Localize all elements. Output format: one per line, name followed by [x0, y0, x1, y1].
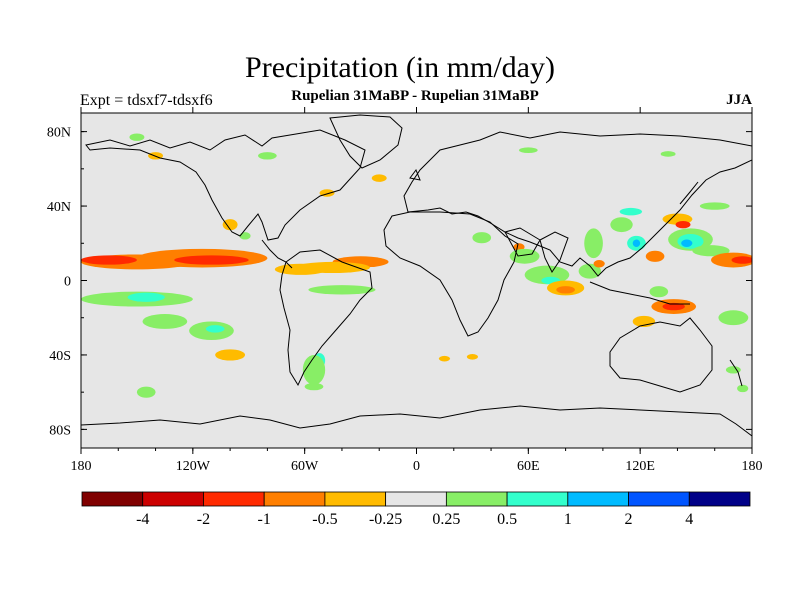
anomaly-region	[472, 232, 492, 244]
y-tick-label: 80N	[47, 126, 71, 141]
x-tick-label: 180	[71, 459, 92, 474]
plot-subtitle: Rupelian 31MaBP - Rupelian 31MaBP	[291, 88, 539, 104]
colorbar-box	[567, 491, 629, 507]
axis-tick-labels: 180 120W 60W 0 60E 120E 180 80N 40N 0 40S 80S	[47, 126, 763, 474]
x-tick-label: 120W	[176, 459, 211, 474]
plot-title: Precipitation (in mm/day)	[245, 51, 555, 84]
colorbar-label: -0.25	[369, 511, 402, 528]
greenland-coast	[329, 114, 403, 169]
british-isles-coast	[409, 168, 421, 181]
anomaly-region	[610, 217, 633, 233]
axis-ticks	[80, 107, 753, 454]
colorbar-label: -0.5	[312, 511, 337, 528]
anomaly-region	[295, 261, 370, 274]
anomaly-region	[578, 263, 602, 279]
anomaly-region	[645, 250, 665, 262]
colorbar-label: 4	[685, 511, 693, 528]
anomaly-region	[519, 147, 538, 154]
anomaly-region	[725, 366, 741, 374]
experiment-label: Expt = tdsxf7-tdsxf6	[80, 92, 213, 109]
anomaly-region	[258, 152, 277, 160]
colorbar-label: 2	[625, 511, 633, 528]
anomaly-layer	[81, 133, 752, 398]
anomaly-region	[632, 239, 641, 247]
north-america-coast	[85, 129, 366, 241]
arabia-coast	[504, 227, 541, 257]
africa-coast	[383, 211, 519, 337]
colorbar-box	[263, 491, 326, 507]
colorbar-label: -1	[258, 511, 271, 528]
colorbar-box	[628, 491, 690, 507]
anomaly-region	[302, 354, 326, 385]
y-tick-label: 40N	[47, 200, 71, 215]
anomaly-region	[649, 286, 669, 298]
anomaly-region	[513, 243, 525, 251]
map-background	[81, 113, 752, 448]
x-tick-label: 60E	[517, 459, 540, 474]
colorbar-box	[506, 491, 569, 507]
anomaly-region	[731, 256, 752, 264]
colorbar-box	[81, 491, 144, 507]
anomaly-region	[215, 349, 246, 361]
anomaly-region	[675, 220, 691, 229]
anomaly-region	[205, 325, 225, 333]
anomaly-region	[136, 386, 156, 398]
indonesia-coast	[589, 281, 690, 305]
new-zealand-coast	[729, 359, 743, 387]
colorbar: -4 -2 -1 -0.5 -0.25 0.25 0.5 1 2 4	[81, 491, 751, 528]
colorbar-box	[445, 491, 508, 507]
south-america-coast	[279, 249, 373, 387]
antarctica-coast	[81, 405, 752, 437]
anomaly-region	[142, 314, 188, 329]
colorbar-label: 0.5	[497, 511, 517, 528]
anomaly-region	[81, 255, 137, 265]
anomaly-region	[239, 232, 251, 240]
anomaly-region	[438, 355, 451, 362]
anomaly-region	[619, 207, 643, 216]
season-label: JJA	[726, 92, 752, 108]
colorbar-label: 0.25	[432, 511, 460, 528]
anomaly-region	[593, 260, 605, 268]
anomaly-region	[371, 174, 387, 182]
anomaly-region	[718, 310, 749, 326]
colorbar-label: -2	[197, 511, 210, 528]
australia-coast	[609, 317, 713, 393]
colorbar-box	[688, 491, 751, 507]
anomaly-region	[509, 248, 540, 264]
coastlines	[81, 114, 752, 437]
anomaly-region	[737, 384, 749, 393]
y-tick-label: 80S	[49, 423, 71, 438]
colorbar-label: 1	[564, 511, 572, 528]
anomaly-region	[129, 133, 145, 141]
colorbar-box	[142, 491, 204, 507]
central-america-coast	[261, 239, 293, 269]
eurasia-coast	[403, 131, 752, 277]
japan-coast	[679, 181, 699, 205]
anomaly-region	[692, 245, 730, 257]
anomaly-region	[681, 239, 693, 247]
x-tick-label: 60W	[291, 459, 319, 474]
anomaly-region	[174, 255, 249, 265]
colorbar-box	[324, 491, 387, 507]
x-tick-label: 120E	[625, 459, 655, 474]
x-tick-label: 0	[413, 459, 420, 474]
anomaly-region	[584, 228, 603, 259]
anomaly-region	[556, 286, 575, 294]
anomaly-region	[222, 219, 238, 231]
anomaly-region	[662, 302, 685, 311]
anomaly-region	[308, 285, 376, 295]
colorbar-box	[203, 491, 265, 507]
x-tick-label: 180	[742, 459, 763, 474]
colorbar-label: -4	[136, 511, 149, 528]
anomaly-region	[660, 151, 676, 157]
y-tick-label: 0	[64, 275, 71, 290]
colorbar-box	[385, 491, 447, 507]
anomaly-region	[699, 202, 730, 210]
anomaly-region	[304, 382, 324, 391]
anomaly-region	[127, 292, 165, 302]
india-coast	[539, 231, 569, 273]
y-tick-label: 40S	[49, 349, 71, 364]
anomaly-region	[466, 354, 479, 360]
